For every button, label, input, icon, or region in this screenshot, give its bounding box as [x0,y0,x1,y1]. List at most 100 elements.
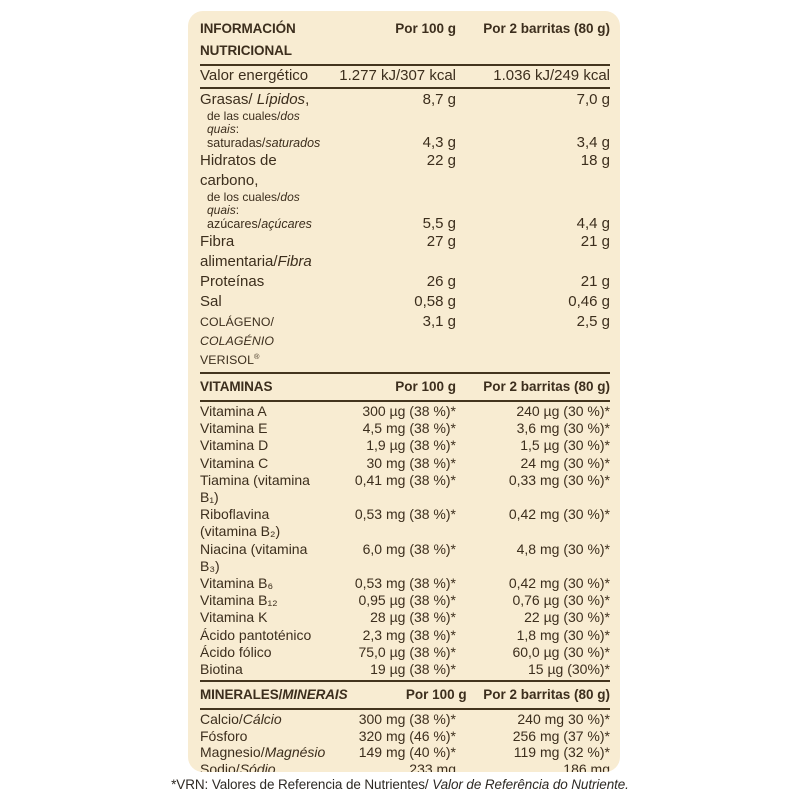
text-segment: Niacina (vitamina B₃) [200,540,308,574]
nutrient-row: COLÁGENO/ COLAGÉNIO VERISOL® 3,1 g 2,5 g [200,312,610,370]
nutrient-row: Magnesio/Magnésio 149 mg (40 %)* 119 mg (3… [200,744,610,761]
section-header-minerales: MINERALES/MINERAIS Por 100 g Por 2 barrita… [200,680,610,711]
per-80g-value: 240 mg 30 %)* [517,711,610,728]
nutrition-sections: INFORMACIÓN NUTRICIONAL Por 100 g Por 2 ba… [200,16,610,772]
nutrition-panel: INFORMACIÓN NUTRICIONAL Por 100 g Por 2 ba… [188,11,620,772]
text-segment: saturados [265,136,321,150]
per-80g-value: 1.036 kJ/249 kcal [493,67,610,84]
nutrient-label: Biotina [200,661,328,678]
nutrient-label: Vitamina K [200,609,328,626]
per-100g-value: 75,0 µg (38 %)* [358,643,456,660]
text-segment: Valor energético [200,67,309,84]
nutrient-label: Magnesio/Magnésio [200,744,328,761]
nutrient-label: Ácido pantoténico [200,627,328,644]
per-100g-value: 2,3 mg (38 %)* [362,626,456,643]
per-80g-value: 0,76 µg (30 %)* [512,592,610,609]
text-segment: MINERAIS [282,687,348,703]
per-80g-value: 240 µg (30 %)* [516,403,610,419]
text-segment: Sódio [239,760,276,772]
nutrient-row: Ácido pantoténico 2,3 mg (38 %)* 1,8 mg (3… [200,627,610,644]
text-segment: dos quais [207,109,300,136]
nutrient-row: saturadas/saturados 4,3 g 3,4 g [200,135,610,151]
nutrient-label: de las cuales/dos quais: [200,110,328,135]
column-header-per-100g: Por 100 g [405,687,467,703]
nutrient-row: Vitamina B₁₂ 0,95 µg (38 %)* 0,76 µg (30 %… [200,592,610,609]
column-header-per-80g: Por 2 barritas (80 g) [483,379,610,394]
text-segment: Cálcio [242,711,282,728]
nutrient-label: Riboflavina (vitamina B₂) [200,506,328,540]
per-80g-value: 3,6 mg (30 %)* [516,420,610,437]
text-segment: Grasas/ [200,91,257,108]
text-segment: Sodio/ [200,760,240,772]
nutrient-label: Fósforo [200,728,328,745]
text-segment: de las cuales/ [207,109,281,123]
per-80g-value: 0,33 mg (30 %)* [508,471,610,488]
per-80g-value: 119 mg (32 %)* [513,744,610,761]
text-segment: Fibra alimentaria/ [200,233,278,270]
per-80g-value: 0,46 g [568,293,610,310]
nutrient-row: Sodio/Sódio 233 mg 186 mg [200,761,610,772]
per-100g-value: 22 g [426,152,456,169]
nutrient-row: Fibra alimentaria/Fibra 27 g 21 g [200,232,610,272]
text-segment: Vitamina B₆ [200,575,274,592]
per-100g-value: 5,5 g [422,215,456,232]
section-vitaminas: VITAMINAS Por 100 g Por 2 barritas (80 g) V… [200,372,610,678]
nutrient-row: Calcio/Cálcio 300 mg (38 %)* 240 mg 30 %)* [200,711,610,728]
per-80g-value: 21 g [580,273,610,290]
nutrient-row: Niacina (vitamina B₃) 6,0 mg (38 %)* 4,8 m… [200,541,610,575]
per-100g-value: 19 µg (38 %)* [370,661,456,678]
nutrient-label: Vitamina C [200,455,328,472]
column-header-per-100g: Por 100 g [395,379,456,394]
nutrient-row: Vitamina K 28 µg (38 %)* 22 µg (30 %)* [200,609,610,626]
text-segment: *VRN: Valores de Referencia de Nutriente… [171,777,433,792]
per-100g-value: 0,53 mg (38 %)* [354,575,456,592]
nutrient-label: COLÁGENO/ COLAGÉNIO VERISOL® [200,313,328,370]
nutrient-row: Vitamina C 30 mg (38 %)* 24 mg (30 %)* [200,455,610,472]
nutrient-row: de los cuales/dos quais: [200,191,610,216]
nutrient-row: Vitamina D 1,9 µg (38 %)* 1,5 µg (30 %)* [200,437,610,454]
nutrient-row: Sal 0,58 g 0,46 g [200,292,610,312]
section-header-informacion-nutricional: INFORMACIÓN NUTRICIONAL Por 100 g Por 2 ba… [200,16,610,66]
text-segment: Ácido pantoténico [200,626,312,643]
per-100g-value: 6,0 mg (38 %)* [362,540,456,557]
text-segment: INFORMACIÓN NUTRICIONAL [200,21,296,58]
section-title: MINERALES/MINERAIS [200,684,348,706]
nutrient-row: Riboflavina (vitamina B₂) 0,53 mg (38 %)*… [200,506,610,540]
per-100g-value: 26 g [426,273,456,290]
section-title: VITAMINAS [200,376,328,398]
per-100g-value: 4,3 g [422,134,456,151]
section-informacion-nutricional: INFORMACIÓN NUTRICIONAL Por 100 g Por 2 ba… [200,16,610,370]
text-segment: açúcares [261,217,312,231]
nutrient-label: Sodio/Sódio [200,761,328,772]
text-segment: Vitamina C [200,454,269,471]
text-segment: Fósforo [200,727,248,744]
text-segment: COLÁGENO/ [200,315,275,329]
text-segment: azúcares/ [207,217,262,231]
per-80g-value: 1,5 µg (30 %)* [520,437,610,454]
text-segment: MINERALES/ [200,687,283,703]
per-80g-value: 24 mg (30 %)* [520,454,610,471]
text-segment: VITAMINAS [200,379,273,394]
nutrient-label: Vitamina A [200,403,328,420]
text-segment: Valor de Referência do Nutriente. [432,777,629,792]
per-100g-value: 320 mg (46 %)* [358,727,456,744]
per-100g-value: 0,41 mg (38 %)* [354,471,456,488]
per-80g-value: 0,42 mg (30 %)* [508,506,610,523]
text-segment: VERISOL [200,353,255,367]
nutrient-row: de las cuales/dos quais: [200,110,610,135]
nutrient-label: saturadas/saturados [200,135,328,151]
nutrient-label: Sal [200,292,328,312]
per-80g-value: 0,42 mg (30 %)* [508,575,610,592]
per-80g-value: 186 mg [563,760,610,772]
text-segment: Calcio/ [200,711,243,728]
nutrient-label: de los cuales/dos quais: [200,191,328,216]
nutrient-label: Valor energético [200,66,328,86]
nutrient-label: Fibra alimentaria/Fibra [200,232,328,272]
text-segment: de los cuales/ [207,190,281,204]
nutrient-row: Hidratos de carbono, 22 g 18 g [200,151,610,191]
text-segment: Proteínas [200,273,265,290]
nutrient-label: Ácido fólico [200,644,328,661]
per-80g-value: 22 µg (30 %)* [524,609,610,626]
text-segment: Riboflavina (vitamina B₂) [200,506,281,540]
